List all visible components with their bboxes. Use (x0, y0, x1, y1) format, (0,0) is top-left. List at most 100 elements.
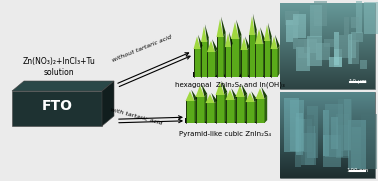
Bar (280, 95, 375, 96)
Polygon shape (201, 42, 207, 77)
Bar (280, 11, 375, 12)
Polygon shape (234, 97, 237, 123)
Bar (280, 72, 375, 73)
Bar (280, 177, 375, 178)
Bar (361, 114, 377, 169)
Bar (280, 66, 375, 67)
Bar (280, 24, 375, 25)
Polygon shape (215, 82, 225, 95)
Bar (280, 14, 375, 15)
Bar (280, 16, 375, 17)
Bar (280, 131, 375, 132)
Polygon shape (205, 24, 209, 42)
Bar (280, 172, 375, 173)
Polygon shape (255, 30, 257, 77)
Polygon shape (195, 85, 204, 97)
Bar (185, 118, 265, 123)
Polygon shape (12, 91, 102, 126)
Bar (280, 163, 375, 164)
Bar (280, 32, 375, 33)
Bar (280, 116, 375, 117)
Bar (280, 34, 375, 35)
Bar (280, 141, 375, 142)
Bar (280, 134, 375, 135)
Bar (280, 44, 375, 45)
Bar (280, 113, 375, 114)
Bar (335, 49, 342, 67)
Polygon shape (245, 94, 247, 123)
Bar (280, 104, 375, 105)
Bar (280, 53, 375, 54)
Polygon shape (263, 40, 265, 77)
Bar (280, 63, 375, 64)
Bar (280, 15, 375, 16)
Bar (280, 49, 375, 50)
Bar (280, 150, 375, 151)
Polygon shape (249, 35, 255, 77)
Bar (280, 41, 375, 42)
Polygon shape (277, 46, 280, 77)
Polygon shape (226, 90, 234, 100)
Polygon shape (225, 33, 231, 47)
Bar (280, 51, 375, 52)
Bar (280, 118, 375, 119)
Bar (280, 151, 375, 152)
Bar (307, 106, 318, 158)
Polygon shape (231, 22, 239, 39)
Polygon shape (254, 100, 257, 123)
Bar (280, 159, 375, 160)
Polygon shape (215, 95, 225, 123)
Bar (280, 35, 375, 36)
Bar (344, 17, 349, 35)
Bar (280, 77, 375, 78)
Polygon shape (195, 98, 197, 123)
Bar (280, 55, 375, 56)
Bar (280, 60, 375, 61)
Polygon shape (229, 32, 233, 47)
Bar (280, 17, 375, 18)
Bar (280, 28, 375, 29)
Bar (280, 173, 375, 174)
Polygon shape (221, 17, 226, 37)
Bar (280, 94, 375, 95)
Bar (280, 145, 375, 146)
Text: without tartaric acid: without tartaric acid (112, 34, 172, 63)
Polygon shape (186, 101, 195, 123)
Polygon shape (191, 90, 197, 101)
Bar (280, 64, 375, 65)
Bar (280, 174, 375, 175)
Polygon shape (265, 96, 267, 123)
Bar (296, 47, 310, 71)
Bar (280, 37, 375, 38)
Polygon shape (204, 94, 207, 123)
Bar (280, 121, 375, 122)
Bar (280, 136, 375, 137)
Bar (280, 3, 375, 89)
Bar (280, 137, 375, 138)
Bar (280, 109, 375, 110)
Bar (307, 36, 322, 66)
Bar (280, 26, 375, 27)
Bar (280, 40, 375, 41)
Bar (364, 2, 378, 34)
Polygon shape (255, 29, 263, 44)
Bar (280, 115, 375, 116)
Bar (324, 135, 341, 167)
Bar (280, 155, 375, 156)
Bar (280, 162, 375, 163)
Bar (280, 25, 375, 26)
Bar (349, 120, 366, 169)
Bar (324, 39, 334, 47)
Polygon shape (207, 52, 215, 77)
Bar (280, 99, 375, 100)
Polygon shape (102, 81, 114, 126)
Bar (280, 102, 375, 103)
Bar (280, 65, 375, 66)
Polygon shape (231, 88, 237, 100)
Bar (280, 135, 375, 136)
Bar (305, 115, 314, 165)
Bar (298, 39, 309, 58)
Polygon shape (264, 25, 270, 41)
Bar (280, 152, 375, 153)
Bar (280, 88, 375, 89)
